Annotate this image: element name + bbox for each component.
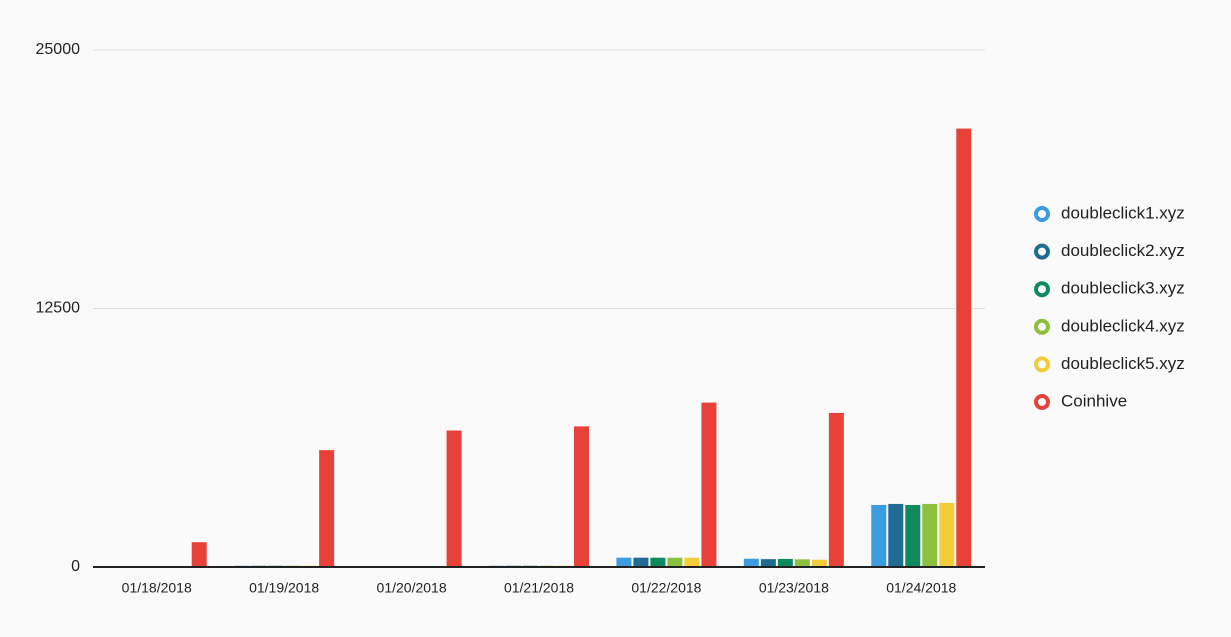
legend-label: Coinhive	[1061, 391, 1127, 410]
bar	[956, 128, 972, 568]
legend-marker	[1034, 318, 1050, 335]
bar	[743, 558, 759, 567]
bar	[319, 450, 335, 567]
legend-label: doubleclick4.xyz	[1061, 316, 1185, 335]
bar	[760, 559, 776, 567]
bar	[777, 558, 793, 567]
bar	[574, 426, 589, 567]
bar	[616, 557, 632, 567]
y-tick-label: 12500	[36, 300, 81, 317]
legend-label: doubleclick3.xyz	[1061, 279, 1185, 298]
legend-label: doubleclick1.xyz	[1061, 203, 1185, 222]
x-tick-label: 01/19/2018	[249, 580, 319, 596]
legend-marker	[1034, 356, 1050, 373]
bar	[939, 502, 955, 567]
bar	[888, 503, 904, 567]
bar	[650, 557, 666, 567]
x-tick-label: 01/23/2018	[759, 580, 829, 596]
bar	[446, 430, 462, 567]
bar	[191, 542, 207, 567]
legend-label: doubleclick5.xyz	[1061, 354, 1185, 373]
x-tick-label: 01/22/2018	[631, 580, 701, 596]
bar	[684, 557, 700, 567]
y-tick-label: 0	[71, 558, 80, 575]
bar	[871, 504, 887, 567]
legend-marker	[1034, 281, 1050, 298]
bar	[828, 412, 844, 567]
legend-marker	[1034, 243, 1050, 260]
bar	[701, 402, 717, 567]
x-tick-label: 01/20/2018	[377, 580, 447, 596]
y-tick-label: 25000	[36, 41, 81, 58]
x-tick-label: 01/21/2018	[504, 580, 574, 596]
bar	[905, 504, 921, 567]
legend-label: doubleclick2.xyz	[1061, 241, 1185, 260]
x-tick-label: 01/18/2018	[122, 580, 192, 596]
bar	[667, 557, 683, 567]
legend-marker	[1034, 206, 1050, 222]
legend-marker	[1034, 394, 1050, 410]
bar	[811, 559, 827, 567]
bar	[633, 557, 649, 567]
bar	[922, 503, 938, 567]
x-tick-label: 01/24/2018	[886, 580, 956, 596]
bar	[794, 559, 810, 567]
